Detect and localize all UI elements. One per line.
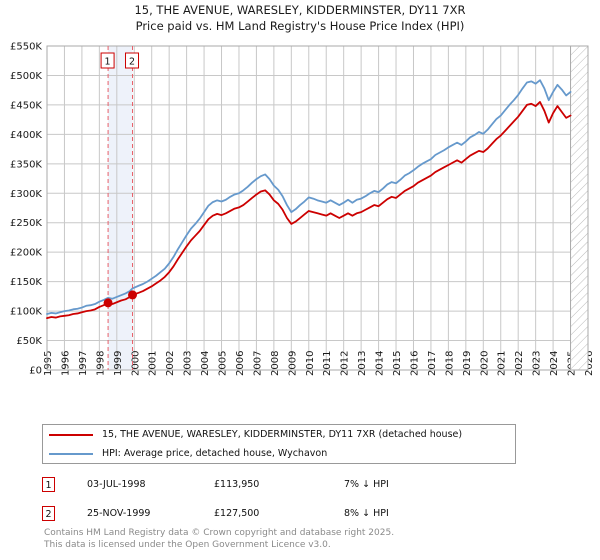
x-axis-tick-label: 1999	[113, 351, 124, 376]
x-axis-tick-label: 1997	[78, 351, 89, 376]
price-history-chart[interactable]: £0 £50K £100K £150K £200K £250K £300K £350K £400…	[0, 40, 600, 380]
transaction-date-2: 25-NOV-1999	[87, 507, 151, 519]
transaction-row-2[interactable]: 2 25-NOV-1999 £127,500 8% ↓ HPI	[42, 503, 562, 523]
x-axis-tick-label: 2009	[287, 351, 298, 376]
transaction-row-1[interactable]: 1 03-JUL-1998 £113,950 7% ↓ HPI	[42, 474, 562, 494]
legend-label-price-paid: 15, THE AVENUE, WARESLEY, KIDDERMINSTER,…	[102, 429, 463, 440]
transaction-price-1: £113,950	[214, 478, 260, 490]
transaction-badge-1: 1	[42, 476, 55, 492]
x-axis-tick-label: 1996	[60, 351, 71, 376]
chart-plot-area: £0 £50K £100K £150K £200K £250K £300K £350K £400…	[0, 40, 600, 380]
x-axis-tick-label: 2017	[427, 351, 438, 376]
transaction-point-marker[interactable]	[103, 298, 113, 308]
footer-line-1: Contains HM Land Registry data © Crown c…	[44, 528, 395, 538]
x-axis-tick-label: 2013	[357, 351, 368, 376]
footer-attribution: Contains HM Land Registry data © Crown c…	[44, 528, 574, 551]
x-axis-tick-label: 2006	[235, 351, 246, 376]
chart-title: 15, THE AVENUE, WARESLEY, KIDDERMINSTER,…	[0, 2, 600, 34]
transaction-delta-1: 7% ↓ HPI	[344, 478, 389, 490]
x-axis-tick-label: 2023	[532, 351, 543, 376]
title-line-2: Price paid vs. HM Land Registry's House …	[135, 19, 465, 33]
x-axis-tick-label: 2010	[305, 351, 316, 376]
x-axis-tick-label: 1995	[43, 351, 54, 376]
legend-item-hpi[interactable]: HPI: Average price, detached house, Wych…	[43, 444, 515, 463]
x-axis-tick-label: 2000	[130, 351, 141, 376]
x-axis-tick-label: 2007	[252, 351, 263, 376]
x-axis-tick-label: 2003	[183, 351, 194, 376]
chart-legend: 15, THE AVENUE, WARESLEY, KIDDERMINSTER,…	[42, 424, 516, 464]
legend-swatch-hpi	[49, 452, 93, 455]
transaction-marker-number: 1	[105, 57, 111, 68]
transaction-marker-box[interactable]	[125, 52, 140, 69]
x-axis-tick-label: 2018	[444, 351, 455, 376]
x-axis-tick-label: 2020	[479, 351, 490, 376]
transaction-date-1: 03-JUL-1998	[87, 478, 146, 490]
y-axis-tick-label: £0	[29, 366, 42, 377]
x-axis-tick-label: 1998	[95, 351, 106, 376]
x-axis-tick-label: 2001	[148, 351, 159, 376]
x-axis-tick-label: 2014	[375, 351, 386, 376]
x-axis-tick-label: 2008	[270, 351, 281, 376]
y-axis-tick-label: £350K	[10, 159, 42, 170]
x-axis-tick-label: 2026	[584, 351, 595, 376]
x-axis-tick-label: 2015	[392, 351, 403, 376]
series-line	[46, 79, 572, 315]
legend-swatch-price-paid	[49, 433, 93, 436]
y-axis-tick-label: £100K	[10, 307, 42, 318]
x-axis-tick-label: 2002	[165, 351, 176, 376]
y-axis-tick-label: £500K	[10, 71, 42, 82]
x-axis-tick-label: 2024	[549, 351, 560, 376]
y-axis-tick-label: £250K	[10, 218, 42, 229]
transaction-marker-number: 2	[129, 57, 135, 68]
transaction-delta-2: 8% ↓ HPI	[344, 507, 389, 519]
x-axis-tick-label: 2019	[462, 351, 473, 376]
x-axis-tick-label: 2011	[322, 351, 333, 376]
y-axis-tick-label: £300K	[10, 189, 42, 200]
x-axis-tick-label: 2016	[409, 351, 420, 376]
legend-item-price-paid[interactable]: 15, THE AVENUE, WARESLEY, KIDDERMINSTER,…	[43, 425, 515, 444]
y-axis-tick-label: £200K	[10, 248, 42, 259]
y-axis-tick-label: £450K	[10, 100, 42, 111]
transaction-point-marker[interactable]	[128, 290, 138, 300]
transaction-badge-2: 2	[42, 505, 55, 521]
y-axis-tick-label: £50K	[16, 336, 42, 347]
legend-label-hpi: HPI: Average price, detached house, Wych…	[102, 448, 328, 459]
transaction-marker-box[interactable]	[100, 52, 115, 69]
y-axis-tick-label: £150K	[10, 277, 42, 288]
x-axis-tick-label: 2012	[340, 351, 351, 376]
x-axis-tick-label: 2022	[514, 351, 525, 376]
x-axis-tick-label: 2004	[200, 351, 211, 376]
y-axis-tick-label: £400K	[10, 130, 42, 141]
x-axis-tick-label: 2005	[218, 351, 229, 376]
transaction-price-2: £127,500	[214, 507, 260, 519]
footer-line-2: This data is licensed under the Open Gov…	[44, 539, 331, 550]
x-axis-tick-label: 2021	[497, 351, 508, 376]
title-line-1: 15, THE AVENUE, WARESLEY, KIDDERMINSTER,…	[134, 3, 466, 17]
y-axis-tick-label: £550K	[10, 42, 42, 53]
